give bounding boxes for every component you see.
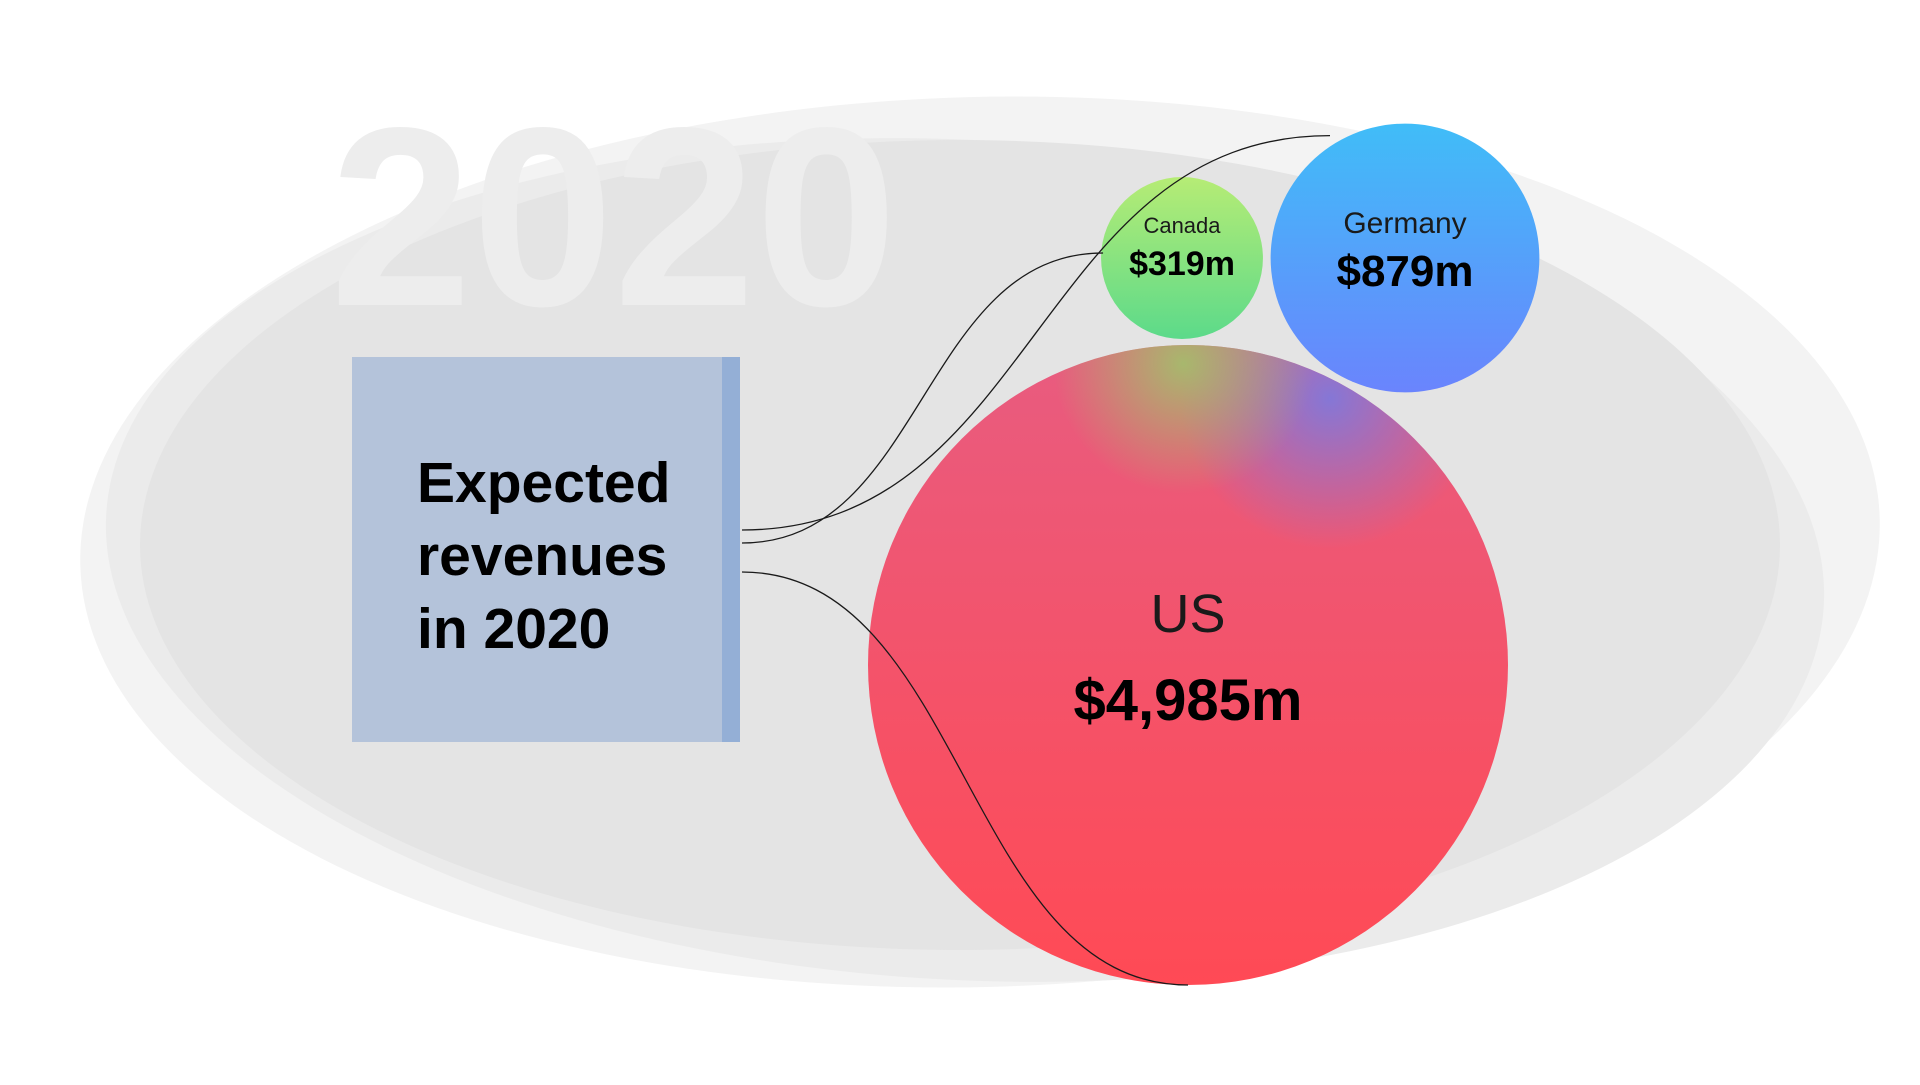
title-box-edge (722, 357, 740, 742)
bubble-group (868, 123, 1540, 985)
title-line-2: revenues (417, 524, 667, 588)
bubble-name-us: US (1150, 584, 1225, 644)
bubble-labels: US $4,985m Germany $879m Canada $319m (1074, 207, 1474, 733)
bubble-canada (1101, 177, 1263, 339)
bubble-value-germany: $879m (1336, 247, 1473, 296)
bubble-value-canada: $319m (1129, 245, 1235, 283)
connector-canada (741, 252, 1104, 544)
connector-us (741, 571, 1189, 986)
bubble-value-us: $4,985m (1074, 668, 1303, 733)
connector-germany (741, 134, 1331, 531)
title-line-1: Expected (417, 451, 670, 515)
overlap-glow-germany (1180, 345, 1481, 549)
bubble-overlap-glow (1053, 345, 1481, 549)
overlap-glow-canada (1053, 345, 1314, 494)
connector-lines (741, 134, 1331, 986)
bubble-name-canada: Canada (1143, 213, 1221, 238)
bubble-germany (1270, 123, 1540, 393)
title-box-background (352, 357, 740, 742)
title-box: Expected revenues in 2020 (352, 357, 740, 742)
title-line-3: in 2020 (417, 597, 610, 661)
bubble-name-germany: Germany (1343, 207, 1466, 240)
year-watermark: 2020 (330, 75, 897, 360)
